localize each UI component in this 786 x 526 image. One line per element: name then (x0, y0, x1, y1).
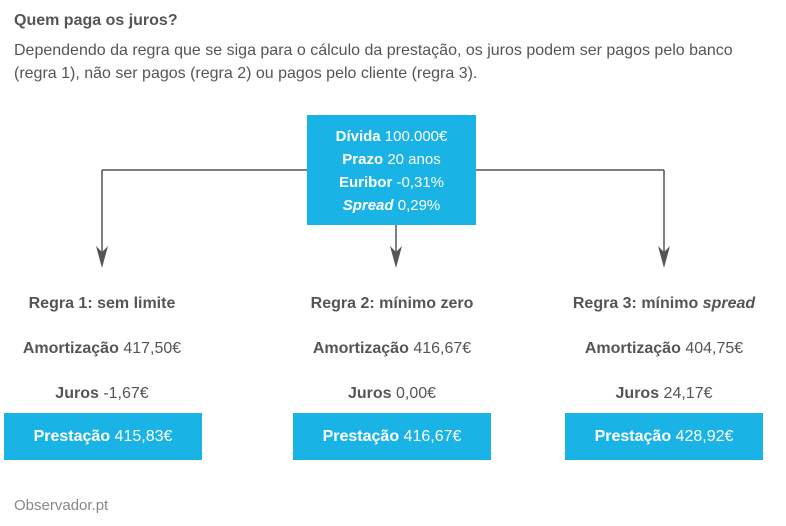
spread-label: Spread (342, 197, 394, 214)
rule-1-prestacao-value: 415,83€ (114, 428, 173, 445)
rule-2-prestacao-label: Prestação (322, 428, 400, 445)
rule-3-juros-value: 24,17€ (663, 385, 713, 402)
rule-3-amortizacao-value: 404,75€ (685, 340, 744, 357)
rule-2-title-text: Regra 2: mínimo zero (310, 295, 474, 312)
euribor-value: -0,31% (396, 174, 445, 191)
source-credit: Observador.pt (14, 497, 109, 514)
rule-3-juros: Juros 24,17€ (534, 385, 786, 403)
rule-3-amortizacao-label: Amortização (584, 340, 681, 357)
rule-1-amortizacao-value: 417,50€ (123, 340, 182, 357)
rule-3-prestacao-label: Prestação (594, 428, 672, 445)
divida-label: Dívida (335, 128, 381, 145)
spread-line: Spread 0,29% (307, 194, 476, 217)
prazo-line: Prazo 20 anos (307, 148, 476, 171)
rule-3-amortizacao: Amortização 404,75€ (534, 340, 786, 358)
divida-line: Dívida 100.000€ (307, 125, 476, 148)
rule-1-juros: Juros -1,67€ (0, 385, 232, 403)
spread-value: 0,29% (397, 197, 441, 214)
rule-1-prestacao-box: Prestação 415,83€ (4, 413, 202, 460)
rule-3-prestacao-value: 428,92€ (675, 428, 734, 445)
rule-3-juros-label: Juros (615, 385, 660, 402)
rule-2-juros-label: Juros (347, 385, 392, 402)
arrow-head-left (96, 246, 108, 268)
divida-value: 100.000€ (384, 128, 448, 145)
prazo-value: 20 anos (387, 151, 441, 168)
rule-1-amortizacao-label: Amortização (22, 340, 119, 357)
rule-3-prestacao-box: Prestação 428,92€ (565, 413, 763, 460)
rule-2-amortizacao: Amortização 416,67€ (262, 340, 522, 358)
rule-2-juros-value: 0,00€ (395, 385, 437, 402)
rule-1-juros-label: Juros (55, 385, 99, 402)
arrow-head-center (390, 246, 402, 268)
rule-2-juros: Juros 0,00€ (262, 385, 522, 403)
rule-1-amortizacao: Amortização 417,50€ (0, 340, 232, 358)
rule-3-title: Regra 3: mínimo spread (534, 295, 786, 313)
rule-2-prestacao-box: Prestação 416,67€ (293, 413, 491, 460)
loan-parameters-box: Dívida 100.000€ Prazo 20 anos Euribor -0… (307, 115, 476, 225)
rule-2-amortizacao-label: Amortização (312, 340, 409, 357)
page-title: Quem paga os juros? (14, 12, 178, 29)
arrow-head-right (658, 246, 670, 268)
rule-1-prestacao-label: Prestação (33, 428, 111, 445)
page-description: Dependendo da regra que se siga para o c… (14, 42, 733, 82)
rule-2-prestacao-value: 416,67€ (403, 428, 462, 445)
euribor-line: Euribor -0,31% (307, 171, 476, 194)
rule-2-amortizacao-value: 416,67€ (413, 340, 472, 357)
rule-1-title-text: Regra 1: sem limite (28, 295, 176, 312)
rule-1-title: Regra 1: sem limite (0, 295, 232, 313)
prazo-label: Prazo (342, 151, 384, 168)
rule-3-title-emph: spread (702, 295, 756, 312)
rule-1-juros-value: -1,67€ (103, 385, 149, 402)
rule-3-title-text: Regra 3: mínimo (572, 295, 703, 312)
euribor-label: Euribor (338, 174, 393, 191)
rule-2-title: Regra 2: mínimo zero (262, 295, 522, 313)
